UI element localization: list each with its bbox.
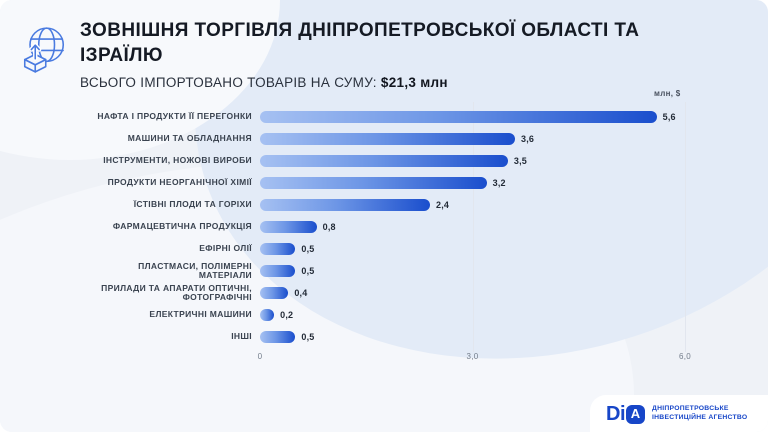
bar	[260, 199, 430, 211]
header: ЗОВНІШНЯ ТОРГІВЛЯ ДНІПРОПЕТРОВСЬКОЇ ОБЛА…	[80, 18, 688, 90]
category-label: ІНШІ	[231, 331, 252, 342]
page-title: ЗОВНІШНЯ ТОРГІВЛЯ ДНІПРОПЕТРОВСЬКОЇ ОБЛА…	[80, 20, 640, 66]
category-label: ЕФІРНІ ОЛІЇ	[199, 243, 252, 254]
dia-logo: Di A	[606, 404, 645, 424]
chart-row: ЕЛЕКТРИЧНІ МАШИНИ 0,2	[22, 304, 712, 326]
x-tick-label: 3,0	[466, 352, 479, 361]
agency-name-line1: ДНІПРОПЕТРОВСЬКЕ	[652, 404, 729, 412]
value-label: 5,6	[662, 112, 676, 122]
bar	[260, 155, 508, 167]
x-tick-label: 6,0	[678, 352, 692, 361]
category-label: ПЛАСТМАСИ, ПОЛІМЕРНІ МАТЕРІАЛИ	[138, 260, 252, 280]
value-label: 3,6	[521, 134, 535, 144]
value-label: 2,4	[436, 200, 450, 210]
category-label: ПРИЛАДИ ТА АПАРАТИ ОПТИЧНІ, ФОТОГРАФІЧНІ	[101, 282, 252, 302]
chart-row: ФАРМАЦЕВТИЧНА ПРОДУКЦІЯ 0,8	[22, 216, 712, 238]
bar	[260, 243, 296, 255]
chart-row: НАФТА І ПРОДУКТИ ЇЇ ПЕРЕГОНКИ 5,6	[22, 106, 712, 128]
bar	[260, 265, 296, 277]
globe-export-icon	[23, 27, 65, 73]
bar	[260, 177, 487, 189]
chart-row: ІНСТРУМЕНТИ, НОЖОВІ ВИРОБИ 3,5	[22, 150, 712, 172]
subtitle: ВСЬОГО ІМПОРТОВАНО ТОВАРІВ НА СУМУ: $21,…	[80, 75, 688, 90]
agency-name: ДНІПРОПЕТРОВСЬКЕ ІНВЕСТИЦІЙНЕ АГЕНСТВО	[652, 405, 747, 422]
category-label: ІНСТРУМЕНТИ, НОЖОВІ ВИРОБИ	[103, 155, 252, 166]
category-label: ЕЛЕКТРИЧНІ МАШИНИ	[149, 309, 252, 320]
value-label: 0,5	[301, 332, 315, 342]
unit-label: млн, $	[654, 89, 681, 98]
value-label: 3,5	[513, 156, 528, 166]
category-label: ПРОДУКТИ НЕОРГАНІЧНОЇ ХІМІЇ	[107, 177, 252, 188]
category-label: ФАРМАЦЕВТИЧНА ПРОДУКЦІЯ	[112, 221, 252, 232]
chart-row: ПРИЛАДИ ТА АПАРАТИ ОПТИЧНІ, ФОТОГРАФІЧНІ…	[22, 282, 712, 304]
brand-di: Di	[606, 402, 626, 425]
bar-chart: млн, $ НАФТА І ПРОДУКТИ ЇЇ ПЕРЕГОНКИ 5,6 М…	[22, 89, 712, 374]
bar	[260, 309, 275, 321]
value-label: 0,4	[294, 288, 308, 298]
bar	[260, 133, 515, 145]
category-label: МАШИНИ ТА ОБЛАДНАННЯ	[127, 133, 252, 144]
chart-row: ЇСТІВНІ ПЛОДИ ТА ГОРІХИ 2,4	[22, 194, 712, 216]
gridline	[685, 102, 686, 352]
bar	[260, 287, 289, 299]
agency-logo: Di A ДНІПРОПЕТРОВСЬКЕ ІНВЕСТИЦІЙНЕ АГЕНСТ…	[590, 395, 768, 432]
chart-row: ПЛАСТМАСИ, ПОЛІМЕРНІ МАТЕРІАЛИ 0,5	[22, 260, 712, 282]
bar	[260, 111, 657, 123]
category-label: ЇСТІВНІ ПЛОДИ ТА ГОРІХИ	[133, 199, 252, 210]
chart-row: ІНШІ 0,5	[22, 326, 712, 348]
subtitle-prefix: ВСЬОГО ІМПОРТОВАНО ТОВАРІВ НА СУМУ:	[80, 75, 381, 90]
value-label: 3,2	[492, 178, 506, 188]
chart-row: МАШИНИ ТА ОБЛАДНАННЯ 3,6	[22, 128, 712, 150]
value-label: 0,5	[301, 266, 315, 276]
chart-row: ЕФІРНІ ОЛІЇ 0,5	[22, 238, 712, 260]
chart-row: ПРОДУКТИ НЕОРГАНІЧНОЇ ХІМІЇ 3,2	[22, 172, 712, 194]
gridline	[472, 102, 474, 352]
bar	[260, 221, 317, 233]
brand-a: A	[626, 404, 645, 424]
value-label: 0,2	[280, 310, 294, 320]
value-label: 0,8	[322, 222, 336, 232]
category-label: НАФТА І ПРОДУКТИ ЇЇ ПЕРЕГОНКИ	[97, 111, 252, 122]
agency-name-line2: ІНВЕСТИЦІЙНЕ АГЕНСТВО	[652, 413, 748, 421]
chart-rows: НАФТА І ПРОДУКТИ ЇЇ ПЕРЕГОНКИ 5,6 МАШИНИ Т…	[22, 106, 712, 348]
value-label: 0,5	[301, 244, 315, 254]
bar	[260, 331, 296, 343]
x-axis: 0 3,0 6,0	[22, 352, 712, 366]
x-tick-label: 0	[257, 352, 263, 361]
subtitle-amount: $21,3 млн	[380, 75, 448, 90]
